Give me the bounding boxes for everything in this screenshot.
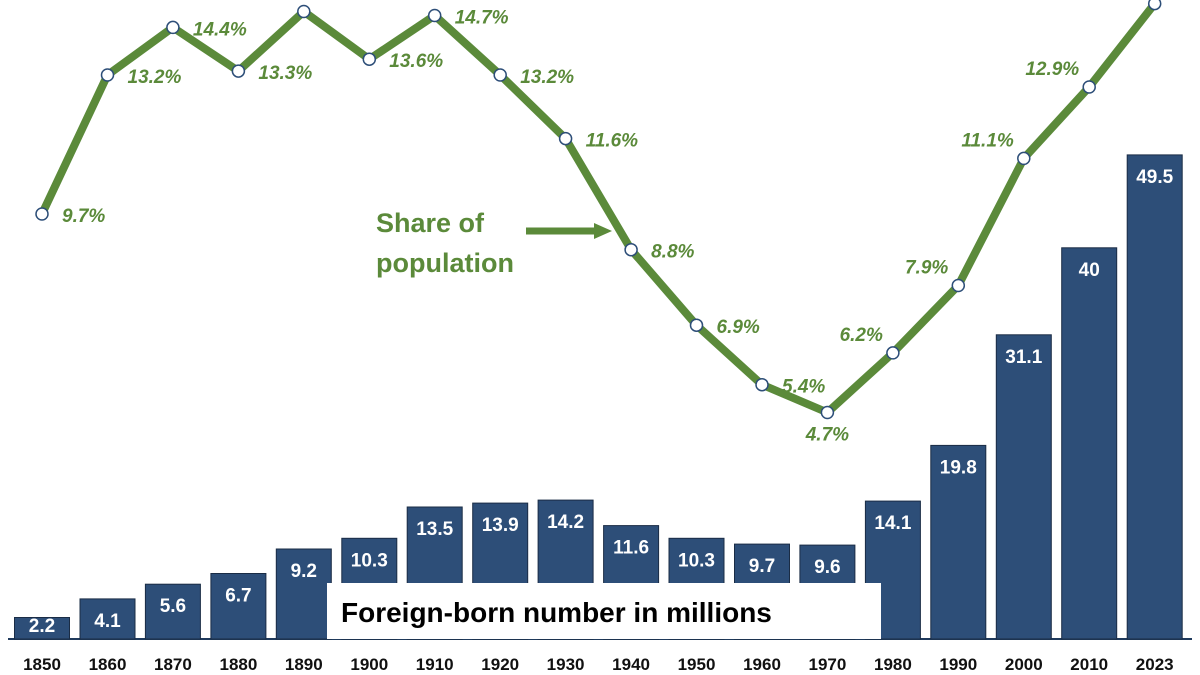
bar-1990 (930, 444, 987, 640)
bar-value-label-1850: 2.2 (29, 616, 55, 637)
bar-value-label-1920: 13.9 (482, 515, 519, 536)
x-tick-1950: 1950 (678, 655, 716, 674)
share-label-1910: 14.7% (455, 8, 509, 29)
bar-2023 (1126, 154, 1183, 640)
share-marker-2010 (1082, 80, 1096, 94)
share-marker-1900 (362, 52, 377, 66)
bar-value-label-1860: 4.1 (94, 611, 121, 632)
share-marker-1870 (166, 20, 180, 35)
x-tick-1970: 1970 (808, 655, 846, 674)
bar-1870 (144, 583, 201, 640)
bar-value-label-2023: 49.5 (1136, 167, 1173, 188)
bar-labels-group: 2.2 4.1 5.6 6.7 9.2 10.3 13.5 13.9 14.2 11.6 10.3 9… (29, 167, 1174, 637)
share-label-1900: 13.6% (389, 51, 443, 72)
number-annotation-text: Foreign-born number in millions (341, 597, 772, 628)
share-label-1970: 4.7% (805, 425, 849, 446)
share-label-1960: 5.4% (782, 377, 825, 398)
x-tick-1980: 1980 (874, 655, 912, 674)
x-tick-1900: 1900 (350, 655, 388, 674)
x-tick-1850: 1850 (23, 655, 61, 674)
x-tick-labels-group: 1850 1860 1870 1880 1890 1900 1910 1920 1930 1940… (23, 655, 1174, 674)
bar-value-label-1890: 9.2 (291, 561, 317, 582)
x-tick-2023: 2023 (1136, 655, 1174, 674)
bar-value-label-2000: 31.1 (1005, 347, 1042, 368)
x-tick-1910: 1910 (416, 655, 454, 674)
bar-value-label-1970: 9.6 (814, 557, 840, 578)
share-annotation-arrow-head (594, 223, 612, 239)
share-marker-1990 (951, 278, 966, 293)
bar-2010 (1061, 247, 1118, 640)
x-tick-1880: 1880 (219, 655, 257, 674)
share-label-1980: 6.2% (840, 325, 883, 346)
bar-2000 (995, 334, 1052, 640)
x-tick-1870: 1870 (154, 655, 192, 674)
share-label-1990: 7.9% (905, 258, 948, 279)
share-label-1950: 6.9% (717, 317, 760, 338)
x-tick-1860: 1860 (89, 655, 127, 674)
share-marker-1850 (35, 207, 49, 221)
number-annotation-box (327, 583, 881, 639)
share-marker-1920 (493, 68, 507, 82)
share-marker-1910 (427, 8, 442, 23)
bar-value-label-1900: 10.3 (351, 550, 388, 571)
x-tick-1960: 1960 (743, 655, 781, 674)
share-marker-1890 (297, 4, 311, 19)
share-marker-2000 (1017, 151, 1031, 166)
bar-value-label-1940: 11.6 (613, 538, 649, 559)
bar-value-label-1990: 19.8 (940, 457, 977, 478)
bar-value-label-1960: 9.7 (749, 556, 775, 577)
share-line (38, 0, 1159, 417)
share-marker-1930 (558, 131, 573, 146)
share-marker-1860 (100, 68, 115, 82)
share-label-1930: 11.6% (586, 131, 639, 152)
bar-1890 (275, 548, 332, 640)
x-tick-1890: 1890 (285, 655, 323, 674)
x-tick-1990: 1990 (939, 655, 977, 674)
share-annotation-line2: population (376, 248, 514, 278)
share-annotation-line1: Share of (376, 208, 485, 238)
bar-1880 (210, 573, 267, 640)
share-marker-1980 (886, 346, 900, 360)
share-labels-group: 9.7% 13.2% 14.4% 13.3% 13.6% 14.7% 13.2% 11.6% 8… (62, 8, 1079, 446)
share-marker-1960 (755, 377, 769, 392)
share-marker-1880 (231, 64, 246, 78)
share-marker-1940 (624, 242, 638, 257)
share-label-2000: 11.1% (961, 130, 1014, 151)
share-label-1870: 14.4% (193, 19, 247, 40)
bar-value-label-2010: 40 (1079, 260, 1100, 281)
x-tick-1930: 1930 (547, 655, 585, 674)
bar-1850 (14, 617, 70, 640)
x-tick-1920: 1920 (481, 655, 519, 674)
share-label-1850: 9.7% (62, 206, 105, 227)
share-label-2010: 12.9% (1025, 59, 1079, 80)
bar-value-label-1930: 14.2 (547, 512, 584, 533)
x-tick-1940: 1940 (612, 655, 650, 674)
share-label-1920: 13.2% (520, 67, 574, 88)
number-annotation: Foreign-born number in millions (327, 583, 881, 639)
bar-value-label-1870: 5.6 (160, 596, 186, 617)
bar-value-label-1980: 14.1 (874, 513, 911, 534)
x-tick-2000: 2000 (1005, 655, 1043, 674)
share-annotation: Share of population (376, 208, 612, 278)
share-label-1860: 13.2% (128, 67, 182, 88)
share-label-1880: 13.3% (258, 63, 312, 84)
share-marker-1970 (820, 405, 835, 420)
bar-1860 (79, 598, 136, 640)
x-tick-2010: 2010 (1070, 655, 1108, 674)
share-line-group (35, 0, 1162, 420)
bar-value-label-1880: 6.7 (225, 586, 251, 607)
share-marker-2023 (1147, 0, 1162, 11)
share-marker-1950 (689, 318, 704, 332)
bar-value-label-1910: 13.5 (416, 519, 453, 540)
bar-value-label-1950: 10.3 (678, 550, 715, 571)
share-label-1940: 8.8% (651, 242, 694, 263)
